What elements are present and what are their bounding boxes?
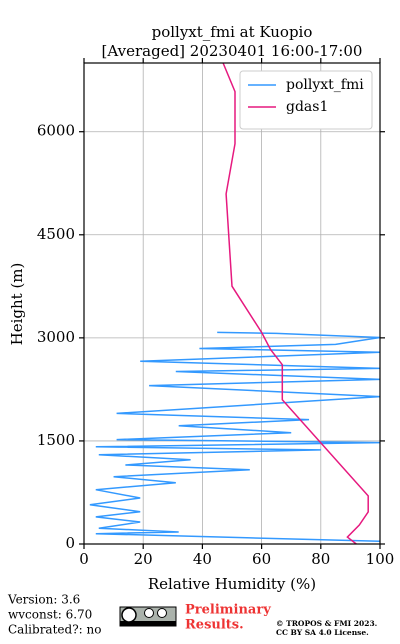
x-tick-label: 20	[134, 550, 153, 568]
y-tick-label: 3000	[37, 328, 75, 346]
y-axis-label: Height (m)	[8, 263, 26, 346]
wvconst: wvconst: 6.70	[8, 608, 92, 622]
copyright: CC BY SA 4.0 License.	[276, 628, 369, 637]
x-tick-label: 40	[193, 550, 212, 568]
x-axis-label: Relative Humidity (%)	[148, 575, 316, 593]
x-tick-label: 60	[252, 550, 271, 568]
plot-frame	[83, 62, 381, 545]
x-tick-label: 100	[366, 550, 395, 568]
legend: pollyxt_fmi gdas1	[239, 70, 373, 130]
y-tick-label: 1500	[37, 431, 75, 449]
x-tick-label: 80	[311, 550, 330, 568]
y-tick-label: 0	[65, 534, 75, 552]
cc-logo	[119, 606, 177, 627]
x-tick-label: 0	[79, 550, 89, 568]
y-tick-label: 4500	[37, 225, 75, 243]
copyright: © TROPOS & FMI 2023.	[276, 619, 377, 628]
profile-line	[222, 62, 369, 545]
legend-label: pollyxt_fmi	[286, 77, 364, 93]
chart-title: pollyxt_fmi at Kuopio	[152, 23, 313, 41]
preliminary: Preliminary	[185, 603, 271, 618]
calibrated: Calibrated?: no	[8, 623, 101, 637]
preliminary: Results.	[185, 618, 244, 633]
profile-line	[89, 331, 381, 543]
footer: Version: 3.6 wvconst: 6.70 Calibrated?: …	[7, 593, 377, 638]
chart-subtitle: [Averaged] 20230401 16:00-17:00	[102, 42, 363, 60]
version: Version: 3.6	[7, 593, 80, 607]
legend-label: gdas1	[286, 99, 328, 115]
y-tick-label: 6000	[37, 122, 75, 140]
